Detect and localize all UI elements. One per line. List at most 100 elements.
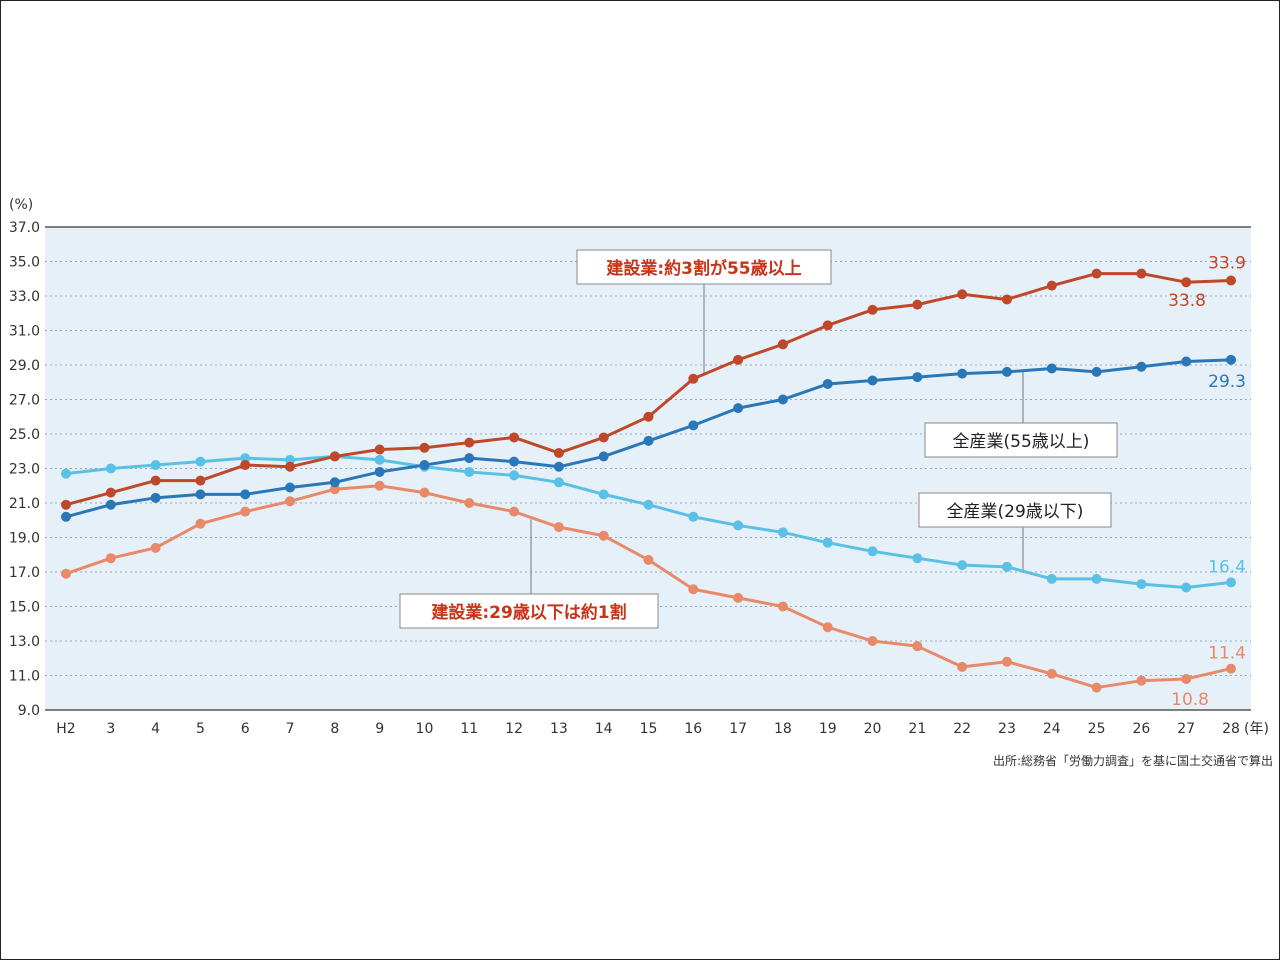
y-tick-label: 37.0 — [9, 220, 40, 236]
callout-all-29: 全産業(29歳以下) — [947, 502, 1084, 522]
data-point — [240, 460, 251, 471]
data-point — [957, 289, 968, 300]
x-tick-label: 9 — [375, 721, 384, 737]
data-point — [240, 489, 251, 500]
data-point — [598, 432, 609, 443]
x-tick-label: 23 — [998, 721, 1016, 737]
data-point — [643, 411, 654, 422]
data-point — [329, 477, 340, 488]
data-point — [1181, 582, 1192, 593]
end-value-label: 33.9 — [1208, 253, 1246, 273]
source-note: 出所:総務省「労働力調査」を基に国土交通省で算出 — [993, 753, 1273, 768]
data-point — [195, 518, 206, 529]
x-tick-label: 11 — [460, 721, 478, 737]
data-point — [464, 466, 475, 477]
data-point — [733, 354, 744, 365]
data-point — [61, 511, 71, 522]
data-point — [419, 442, 430, 453]
x-tick-label: 16 — [684, 721, 702, 737]
callout-box-all-55 — [924, 422, 1118, 458]
end-value-label: 10.8 — [1171, 690, 1209, 710]
data-point — [1046, 280, 1057, 291]
y-tick-label: 33.0 — [9, 289, 40, 305]
data-point — [509, 432, 520, 443]
data-point — [509, 506, 520, 517]
data-point — [733, 520, 744, 531]
end-value-label: 29.3 — [1208, 372, 1246, 392]
data-point — [1181, 673, 1192, 684]
data-point — [285, 482, 296, 493]
callout-box-construction-29 — [399, 593, 659, 629]
data-point — [1136, 579, 1147, 590]
data-point — [777, 601, 788, 612]
series-layer — [61, 268, 1236, 693]
data-point — [105, 553, 116, 564]
data-point — [912, 299, 923, 310]
data-point — [464, 498, 475, 508]
x-tick-label: 13 — [550, 721, 568, 737]
y-tick-label: 13.0 — [9, 634, 40, 650]
x-tick-label: 17 — [729, 721, 747, 737]
data-point — [553, 522, 564, 533]
data-point — [1136, 268, 1147, 279]
series-0 — [61, 268, 1236, 510]
data-point — [105, 499, 116, 510]
y-tick-label: 19.0 — [9, 531, 40, 547]
data-point — [1091, 366, 1102, 377]
x-tick-label: H2 — [56, 721, 75, 737]
data-point — [240, 453, 251, 464]
data-point — [822, 537, 833, 548]
data-point — [1136, 675, 1147, 686]
y-tick-label: 15.0 — [9, 600, 40, 616]
data-point — [957, 661, 968, 672]
end-value-label: 33.8 — [1168, 291, 1206, 311]
series-1 — [61, 354, 1236, 522]
data-point — [688, 420, 699, 431]
data-point — [912, 641, 923, 652]
data-point — [598, 489, 609, 500]
data-point — [867, 304, 878, 315]
data-point — [598, 530, 609, 541]
data-point — [553, 447, 564, 458]
data-point — [374, 466, 385, 477]
data-point — [777, 339, 788, 350]
data-point — [374, 444, 385, 455]
data-point — [822, 378, 833, 389]
x-unit-label: (年) — [1244, 721, 1269, 737]
data-point — [1226, 354, 1236, 365]
data-point — [1091, 682, 1102, 693]
x-tick-label: 8 — [330, 721, 339, 737]
data-point — [329, 451, 340, 462]
y-tick-label: 25.0 — [9, 427, 40, 443]
y-tick-label: 21.0 — [9, 496, 40, 512]
y-tick-label: 9.0 — [18, 703, 40, 719]
x-tick-label: 26 — [1132, 721, 1150, 737]
data-point — [643, 435, 654, 446]
data-point — [285, 496, 296, 507]
x-tick-label: 18 — [774, 721, 792, 737]
x-tick-label: 14 — [595, 721, 613, 737]
data-point — [240, 506, 251, 517]
callout-leaders — [530, 284, 1024, 594]
data-point — [329, 484, 340, 495]
data-point — [61, 568, 71, 579]
data-point — [464, 453, 475, 464]
data-point — [150, 475, 161, 486]
x-tick-label: 12 — [505, 721, 523, 737]
callout-construction-55: 建設業:約3割が55歳以上 — [606, 258, 801, 279]
data-point — [419, 460, 430, 471]
x-tick-label: 28 — [1222, 721, 1240, 737]
data-point — [1046, 573, 1057, 584]
x-tick-label: 15 — [640, 721, 658, 737]
callout-construction-29: 建設業:29歳以下は約1割 — [431, 602, 626, 623]
x-tick-label: 21 — [908, 721, 926, 737]
data-point — [195, 489, 206, 500]
data-point — [912, 553, 923, 564]
data-point — [733, 592, 744, 603]
data-point — [195, 456, 206, 467]
callouts: 建設業:約3割が55歳以上 全産業(55歳以上) 全産業(29歳以下) 建設業:… — [399, 249, 1118, 629]
y-tick-label: 29.0 — [9, 358, 40, 374]
x-tick-label: 4 — [151, 721, 160, 737]
data-point — [598, 451, 609, 462]
series-3 — [61, 480, 1236, 693]
